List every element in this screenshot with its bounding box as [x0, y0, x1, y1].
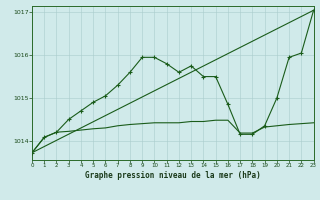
X-axis label: Graphe pression niveau de la mer (hPa): Graphe pression niveau de la mer (hPa) [85, 171, 261, 180]
